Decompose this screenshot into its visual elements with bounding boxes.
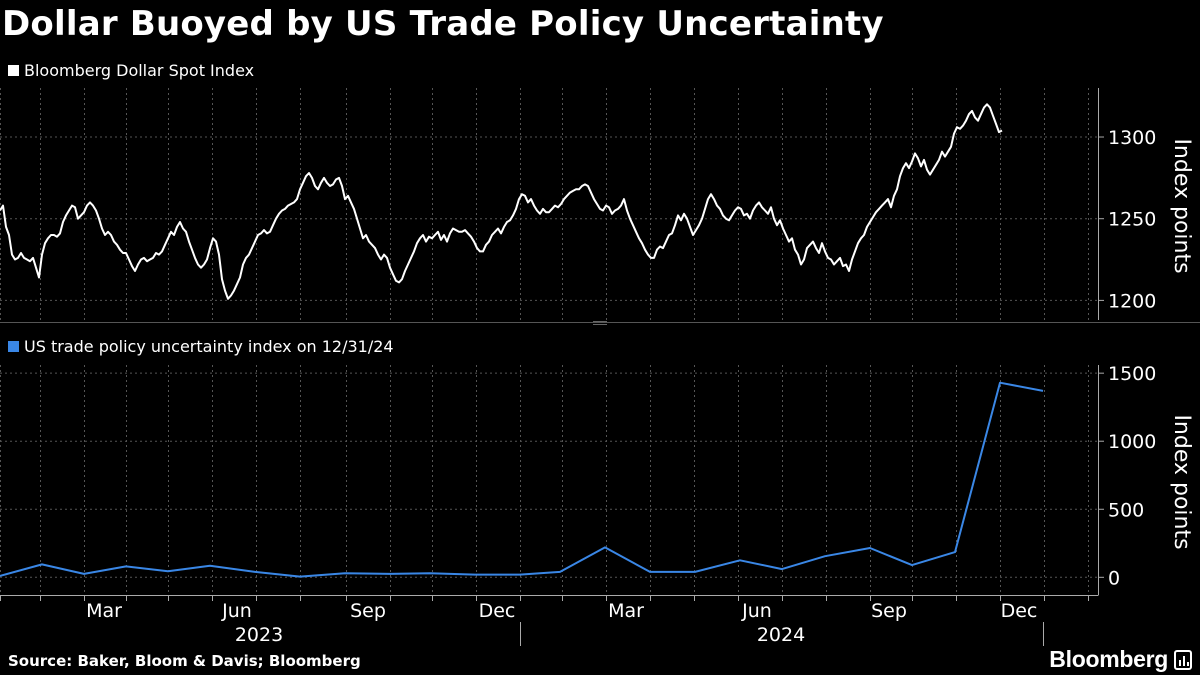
tpu-ytick-label-2: 1000: [1108, 431, 1156, 453]
dxy-ylabel: Index points: [1169, 138, 1194, 273]
x-month-label-3: Dec: [479, 600, 516, 622]
x-month-label-5: Jun: [741, 600, 772, 622]
chart-title: Dollar Buoyed by US Trade Policy Uncerta…: [2, 4, 884, 44]
x-year-label-1: 2024: [757, 624, 805, 646]
chart-bars-icon: [1174, 649, 1192, 670]
dxy-ytick-label-1: 1250: [1108, 209, 1156, 231]
tpu-ylabel: Index points: [1169, 414, 1194, 549]
tpu-ytick-label-1: 500: [1108, 499, 1144, 521]
x-month-label-1: Jun: [221, 600, 252, 622]
tpu-legend: US trade policy uncertainty index on 12/…: [8, 337, 394, 356]
dxy-legend: Bloomberg Dollar Spot Index: [8, 61, 254, 80]
source-note: Source: Baker, Bloom & Davis; Bloomberg: [8, 652, 361, 670]
x-month-label-0: Mar: [86, 600, 122, 622]
x-year-label-0: 2023: [235, 624, 283, 646]
dxy-legend-swatch: [8, 65, 19, 76]
panel-divider-grip[interactable]: [593, 321, 607, 325]
x-month-label-4: Mar: [608, 600, 644, 622]
tpu-ytick-label-0: 0: [1108, 567, 1120, 589]
x-month-label-2: Sep: [350, 600, 386, 622]
brand-logo: Bloomberg: [1049, 646, 1192, 673]
brand-text: Bloomberg: [1049, 646, 1168, 672]
dxy-legend-label: Bloomberg Dollar Spot Index: [24, 61, 255, 80]
dxy-ytick-label-0: 1200: [1108, 290, 1156, 312]
x-month-label-6: Sep: [871, 600, 907, 622]
x-month-label-7: Dec: [1001, 600, 1038, 622]
tpu-legend-label: US trade policy uncertainty index on 12/…: [24, 337, 394, 356]
tpu-ytick-label-3: 1500: [1108, 363, 1156, 385]
tpu-legend-swatch: [8, 341, 19, 352]
tpu-series-line: [0, 381, 1044, 578]
dxy-series-line: [0, 103, 1003, 300]
dxy-ytick-label-2: 1300: [1108, 127, 1156, 149]
